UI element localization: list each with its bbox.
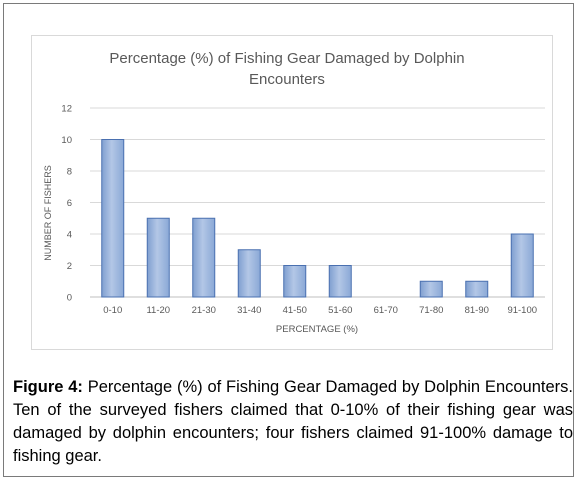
chart-title-line: Encounters xyxy=(249,71,325,88)
x-tick-label: 31-40 xyxy=(237,305,261,316)
x-tick-label: 71-80 xyxy=(419,305,443,316)
y-tick-label: 10 xyxy=(61,135,72,146)
y-axis-label: NUMBER OF FISHERS xyxy=(43,165,53,261)
figure-caption: Figure 4: Percentage (%) of Fishing Gear… xyxy=(13,376,573,468)
x-tick-label: 91-100 xyxy=(507,305,537,316)
bar-81-90 xyxy=(465,280,489,298)
y-tick-label: 8 xyxy=(67,167,72,178)
bar-41-50 xyxy=(283,265,307,298)
y-tick-label: 12 xyxy=(61,104,72,115)
bar-0-10 xyxy=(101,139,125,298)
x-tick-label: 61-70 xyxy=(374,305,398,316)
chart-area: Percentage (%) of Fishing Gear Damaged b… xyxy=(31,35,553,350)
y-tick-label: 0 xyxy=(67,293,72,304)
x-tick-label: 41-50 xyxy=(283,305,307,316)
y-tick-label: 4 xyxy=(67,230,72,241)
x-tick-label: 21-30 xyxy=(192,305,216,316)
chart-title-line: Percentage (%) of Fishing Gear Damaged b… xyxy=(109,50,464,67)
x-axis-label: PERCENTAGE (%) xyxy=(276,324,358,335)
bar-11-20 xyxy=(146,217,170,298)
bar-31-40 xyxy=(237,249,261,298)
bar-chart: Percentage (%) of Fishing Gear Damaged b… xyxy=(43,50,545,335)
caption-text: Percentage (%) of Fishing Gear Damaged b… xyxy=(13,378,573,465)
y-tick-label: 6 xyxy=(67,198,72,209)
x-tick-label: 11-20 xyxy=(146,305,170,316)
x-tick-label: 51-60 xyxy=(328,305,352,316)
bar-21-30 xyxy=(192,217,216,298)
bar-91-100 xyxy=(510,233,534,298)
figure-label: Figure 4: xyxy=(13,378,83,396)
bar-71-80 xyxy=(419,280,443,298)
figure-frame: Percentage (%) of Fishing Gear Damaged b… xyxy=(3,3,574,477)
y-tick-label: 2 xyxy=(67,261,72,272)
bar-51-60 xyxy=(328,265,352,298)
x-tick-label: 0-10 xyxy=(103,305,122,316)
x-tick-label: 81-90 xyxy=(465,305,489,316)
